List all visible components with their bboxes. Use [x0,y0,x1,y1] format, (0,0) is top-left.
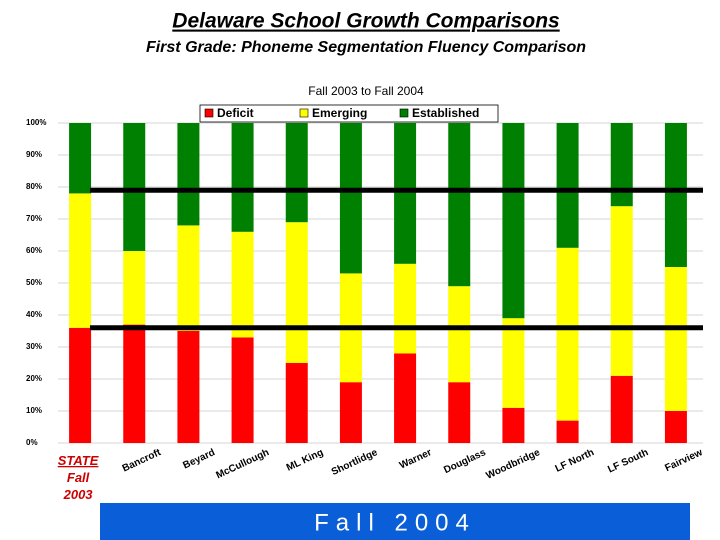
x-tick-label-line: 2003 [63,487,94,502]
legend-label: Deficit [217,106,254,120]
bar-segment [231,337,254,443]
bar-segment [69,327,92,443]
legend-swatch [299,108,309,118]
bar-segment [69,123,92,194]
bar-segment [448,382,471,443]
bar-segment [123,251,146,325]
bar-segment [502,123,525,319]
bar-segment [394,263,417,354]
legend-swatch [204,108,214,118]
bar-segment [123,123,146,251]
bar-segment [394,353,417,443]
legend-box [199,104,499,123]
bar-segment [502,407,525,443]
y-tick-label: 30% [26,342,42,351]
y-tick-label: 50% [26,278,42,287]
y-tick-label: 60% [26,246,42,255]
bar-segment [177,225,200,331]
legend-label: Emerging [312,106,367,120]
bar-segment [231,123,254,232]
bar-segment [177,123,200,226]
y-tick-label: 90% [26,150,42,159]
bar-segment [664,267,687,411]
x-tick-label-line: STATE [58,453,99,468]
x-tick-label-line: Fall [67,470,90,485]
footer-text: Fall 2004 [314,509,476,536]
bar-segment [448,286,471,383]
bar-segment [394,123,417,264]
bar-segment [556,247,579,421]
bar-segment [285,123,308,223]
y-tick-label: 70% [26,214,42,223]
legend-label: Established [412,106,479,120]
chart-subtitle-2: Fall 2003 to Fall 2004 [308,84,424,98]
bar-segment [339,123,362,274]
chart-title: Delaware School Growth Comparisons [172,10,559,33]
bar-segment [177,331,200,443]
bar-segment [610,375,633,443]
bar-segment [231,231,254,338]
y-tick-label: 0% [26,438,38,447]
x-tick-label: STATE Fall 2003 [58,453,99,502]
bar-segment [502,318,525,408]
y-tick-label: 10% [26,406,42,415]
bar-segment [556,420,579,443]
chart-subtitle: First Grade: Phoneme Segmentation Fluenc… [146,39,586,56]
bar-segment [556,123,579,248]
bar-segment [339,382,362,443]
bar-segment [610,123,633,207]
bar-segment [285,363,308,443]
bar-segment [69,193,92,328]
bar-segment [610,206,633,376]
footer-banner [100,503,690,540]
bar-segment [285,222,308,363]
y-tick-label: 100% [26,118,46,127]
legend-swatch [399,108,409,118]
bar-segment [664,123,687,267]
bar-segment [664,411,687,443]
y-tick-label: 20% [26,374,42,383]
bar-segment [448,123,471,287]
bar-segment [123,324,146,443]
y-tick-label: 80% [26,182,42,191]
y-tick-label: 40% [26,310,42,319]
